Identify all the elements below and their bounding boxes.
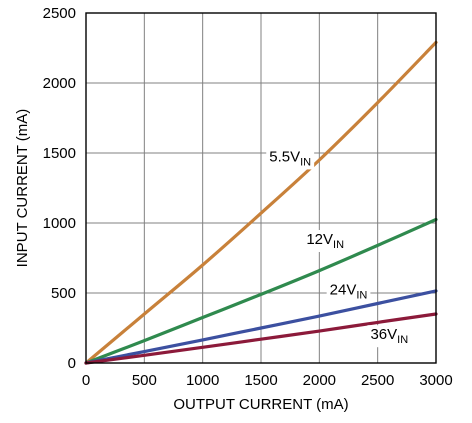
x-tick-label: 2500 — [361, 372, 394, 389]
plot-frame — [85, 12, 437, 364]
x-tick-label: 1000 — [186, 372, 219, 389]
x-tick-label: 1500 — [244, 372, 277, 389]
y-tick-label: 0 — [68, 355, 76, 372]
series-name-subscript: IN — [300, 156, 311, 168]
series-label-3: 36VIN — [367, 325, 412, 348]
x-tick-label: 3000 — [419, 372, 452, 389]
x-axis-title: OUTPUT CURRENT (mA) — [173, 396, 348, 413]
series-name: 5.5V — [269, 148, 300, 165]
series-name: 24V — [330, 281, 357, 298]
y-tick-label: 1500 — [43, 145, 76, 162]
series-name: 12V — [306, 231, 333, 248]
series-label-1: 12VIN — [303, 230, 348, 252]
series-line-3 — [84, 312, 438, 365]
series-line-2 — [84, 289, 438, 365]
y-tick-label: 2000 — [43, 75, 76, 92]
series-label-text: 12VIN — [306, 231, 344, 251]
series-label-text: 5.5VIN — [269, 148, 311, 168]
y-axis-title: INPUT CURRENT (mA) — [14, 109, 31, 268]
series-label-bg — [326, 280, 371, 303]
series-label-bg — [303, 230, 348, 252]
series-label-bg — [367, 325, 412, 348]
series-line-0 — [84, 40, 438, 365]
x-tick-label: 2000 — [303, 372, 336, 389]
y-tick-label: 2500 — [43, 5, 76, 22]
series-name: 36V — [370, 326, 397, 343]
y-tick-label: 1000 — [43, 215, 76, 232]
series-line-1 — [84, 217, 438, 365]
tick-labels: 0 500 1000 1500 2000 2500 3000 0 500 1000 1500 2000… — [43, 5, 453, 389]
y-tick-label: 500 — [51, 285, 76, 302]
series-lines — [84, 40, 438, 365]
series-label-bg — [266, 147, 315, 170]
series-label-2: 24VIN — [326, 280, 371, 303]
series-label-0: 5.5VIN — [266, 147, 315, 170]
series-name-subscript: IN — [333, 239, 344, 251]
series-name-subscript: IN — [397, 334, 408, 346]
x-tick-label: 500 — [132, 372, 157, 389]
series-name-subscript: IN — [356, 289, 367, 301]
series-label-text: 36VIN — [370, 326, 408, 346]
grid — [86, 13, 436, 363]
x-tick-label: 0 — [82, 372, 90, 389]
series-label-text: 24VIN — [330, 281, 368, 301]
